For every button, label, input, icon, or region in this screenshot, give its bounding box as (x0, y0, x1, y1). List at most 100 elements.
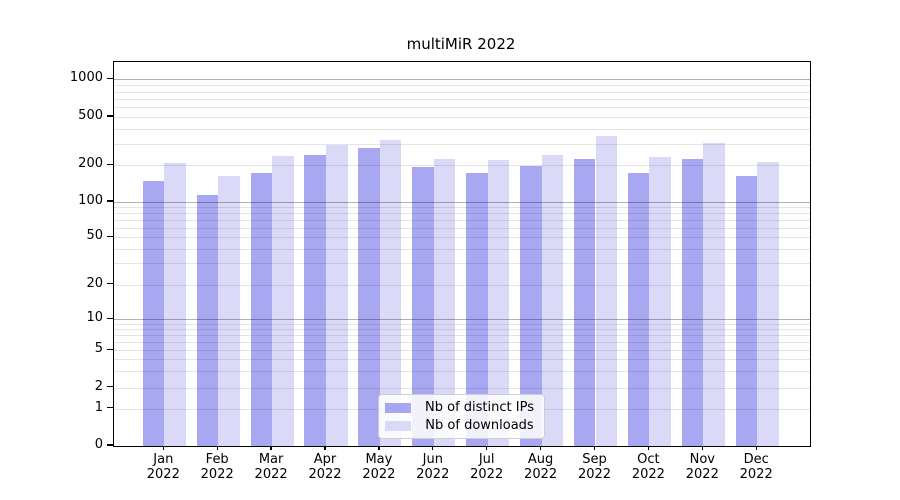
bar-downloads-dec (757, 162, 779, 446)
bar-downloads-aug (541, 155, 564, 446)
minor-gridline (114, 165, 810, 167)
major-gridline (114, 79, 810, 81)
x-tick-mark (486, 446, 488, 450)
bar-distinct-ips-sep (573, 158, 596, 446)
minor-gridline (114, 324, 810, 325)
x-tick-label-jul: Jul 2022 (470, 452, 504, 482)
y-tick-mark (107, 282, 113, 285)
minor-gridline (114, 248, 810, 250)
x-tick-mark (324, 446, 326, 450)
legend-label-distinct-ips: Nb of distinct IPs (425, 400, 534, 415)
bar-downloads-may (379, 139, 402, 446)
y-tick-label: 20 (86, 275, 103, 291)
x-tick-label-aug: Aug 2022 (524, 452, 558, 482)
bar-distinct-ips-may (358, 148, 380, 446)
minor-gridline (114, 91, 810, 93)
y-tick-mark (107, 317, 113, 319)
y-tick-mark (107, 115, 113, 117)
y-tick-label: 100 (78, 193, 103, 208)
x-tick-mark (270, 446, 272, 450)
y-tick-label: 5 (94, 341, 103, 357)
minor-gridline (114, 220, 810, 222)
chart-title: multiMiR 2022 (406, 35, 516, 53)
major-gridline (114, 202, 810, 203)
x-tick-label-jun: Jun 2022 (416, 452, 450, 482)
y-tick-mark (107, 386, 113, 388)
bar-downloads-apr (326, 144, 348, 446)
minor-gridline (114, 143, 810, 145)
minor-gridline (114, 98, 810, 100)
bar-downloads-jan (164, 162, 186, 446)
bar-distinct-ips-aug (520, 165, 542, 446)
x-tick-mark (647, 446, 650, 450)
minor-gridline (114, 128, 810, 130)
x-tick-mark (162, 446, 164, 450)
minor-gridline (114, 106, 810, 108)
y-tick-mark (107, 163, 113, 165)
legend-swatch-downloads (385, 420, 411, 431)
y-tick-mark (107, 77, 113, 79)
y-tick-label: 0 (94, 437, 103, 452)
y-tick-label: 2 (94, 378, 103, 394)
x-tick-label-jan: Jan 2022 (146, 452, 180, 482)
y-tick-label: 200 (78, 156, 103, 172)
x-tick-label-may: May 2022 (362, 452, 396, 482)
bar-distinct-ips-jan (142, 180, 165, 446)
x-tick-label-sep: Sep 2022 (577, 452, 612, 482)
minor-gridline (114, 117, 810, 118)
bar-distinct-ips-nov (681, 158, 704, 446)
y-tick-mark (107, 407, 113, 409)
x-tick-mark (593, 446, 596, 450)
x-tick-mark (701, 446, 703, 450)
x-tick-mark (378, 446, 380, 450)
bar-distinct-ips-apr (304, 155, 326, 446)
x-tick-label-mar: Mar 2022 (254, 452, 288, 482)
minor-gridline (114, 237, 810, 239)
minor-gridline (114, 387, 810, 389)
plot-area (113, 61, 811, 447)
legend: Nb of distinct IPs Nb of downloads (378, 394, 545, 439)
bar-distinct-ips-jun (412, 167, 434, 446)
x-tick-label-nov: Nov 2022 (685, 452, 719, 482)
minor-gridline (114, 371, 810, 373)
bar-downloads-jun (433, 159, 456, 446)
y-tick-mark (107, 200, 113, 202)
bar-downloads-nov (703, 143, 725, 446)
bar-downloads-jul (487, 159, 510, 446)
bar-distinct-ips-dec (735, 175, 758, 446)
major-gridline (114, 319, 810, 321)
minor-gridline (114, 284, 810, 286)
minor-gridline (114, 263, 810, 265)
y-tick-mark (107, 235, 113, 237)
legend-item-distinct-ips: Nb of distinct IPs (385, 400, 536, 415)
y-tick-label: 1 (94, 399, 103, 415)
x-tick-mark (216, 446, 218, 450)
x-tick-label-dec: Dec 2022 (739, 452, 773, 482)
bar-distinct-ips-jul (466, 172, 488, 446)
legend-swatch-distinct-ips (385, 402, 411, 413)
x-tick-label-oct: Oct 2022 (631, 452, 665, 482)
bar-downloads-mar (272, 156, 294, 446)
minor-gridline (114, 359, 810, 361)
bar-downloads-oct (649, 157, 671, 446)
minor-gridline (114, 342, 810, 344)
minor-gridline (114, 335, 810, 337)
minor-gridline (114, 207, 810, 209)
bar-distinct-ips-mar (250, 172, 273, 446)
x-tick-mark (755, 446, 757, 450)
legend-label-downloads: Nb of downloads (425, 418, 534, 433)
y-tick-mark (107, 348, 113, 350)
minor-gridline (114, 350, 810, 352)
bar-downloads-sep (595, 135, 618, 446)
bar-distinct-ips-oct (627, 172, 650, 446)
x-tick-mark (432, 446, 434, 450)
bar-downloads-feb (218, 175, 240, 446)
y-tick-label: 50 (86, 228, 103, 244)
minor-gridline (114, 213, 810, 215)
x-tick-label-feb: Feb 2022 (200, 452, 234, 482)
minor-gridline (114, 85, 810, 87)
legend-item-downloads: Nb of downloads (385, 418, 536, 433)
minor-gridline (114, 329, 810, 331)
minor-gridline (114, 228, 810, 229)
